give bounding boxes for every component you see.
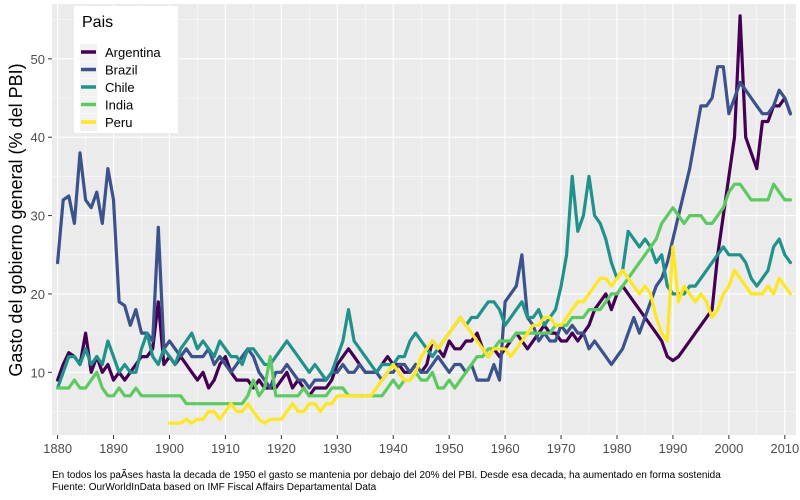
x-tick-label: 1970	[547, 441, 576, 456]
legend-label-chile: Chile	[105, 80, 135, 95]
series-line-peru	[167, 245, 792, 425]
x-tick-label: 1980	[603, 441, 632, 456]
legend-label-brazil: Brazil	[105, 63, 138, 78]
legend-label-argentina: Argentina	[105, 45, 161, 60]
x-tick-label: 2000	[714, 441, 743, 456]
x-tick-label: 1930	[323, 441, 352, 456]
x-tick-label: 1920	[267, 441, 296, 456]
legend: Pais Argentina Brazil Chile India Peru	[74, 6, 178, 133]
x-tick-label: 1900	[155, 441, 184, 456]
x-tick-label: 1990	[658, 441, 687, 456]
x-tick-label: 1880	[43, 441, 72, 456]
series-line-india	[56, 182, 792, 406]
x-axis-ticks: 1880 1890 1900 1910 1920 1930 1940 1950 1960 1970…	[43, 435, 799, 456]
y-axis-ticks: 10 20 30 40 50	[31, 52, 52, 380]
caption-source: Fuente: OurWorldInData based on IMF Fisc…	[52, 482, 377, 493]
legend-title: Pais	[82, 14, 113, 31]
grid-minor	[52, 4, 796, 435]
legend-label-india: India	[105, 98, 134, 113]
y-tick-label: 20	[31, 287, 45, 302]
x-tick-label: 1890	[99, 441, 128, 456]
series-line-chile	[56, 174, 792, 390]
series-line-argentina	[56, 14, 792, 398]
y-tick-label: 40	[31, 130, 45, 145]
series-lines	[56, 14, 792, 425]
x-tick-label: 1950	[435, 441, 464, 456]
x-tick-label: 1960	[491, 441, 520, 456]
caption-note: En todos los paÃ­ses hasta la decada de …	[52, 470, 721, 481]
x-tick-label: 1910	[211, 441, 240, 456]
y-tick-label: 10	[31, 365, 45, 380]
legend-label-peru: Peru	[105, 115, 132, 130]
y-tick-label: 30	[31, 209, 45, 224]
y-tick-label: 50	[31, 52, 45, 67]
x-tick-label: 1940	[379, 441, 408, 456]
y-axis-title: Gasto del gobierno general (% del PBI)	[6, 63, 26, 376]
x-tick-label: 2010	[770, 441, 799, 456]
